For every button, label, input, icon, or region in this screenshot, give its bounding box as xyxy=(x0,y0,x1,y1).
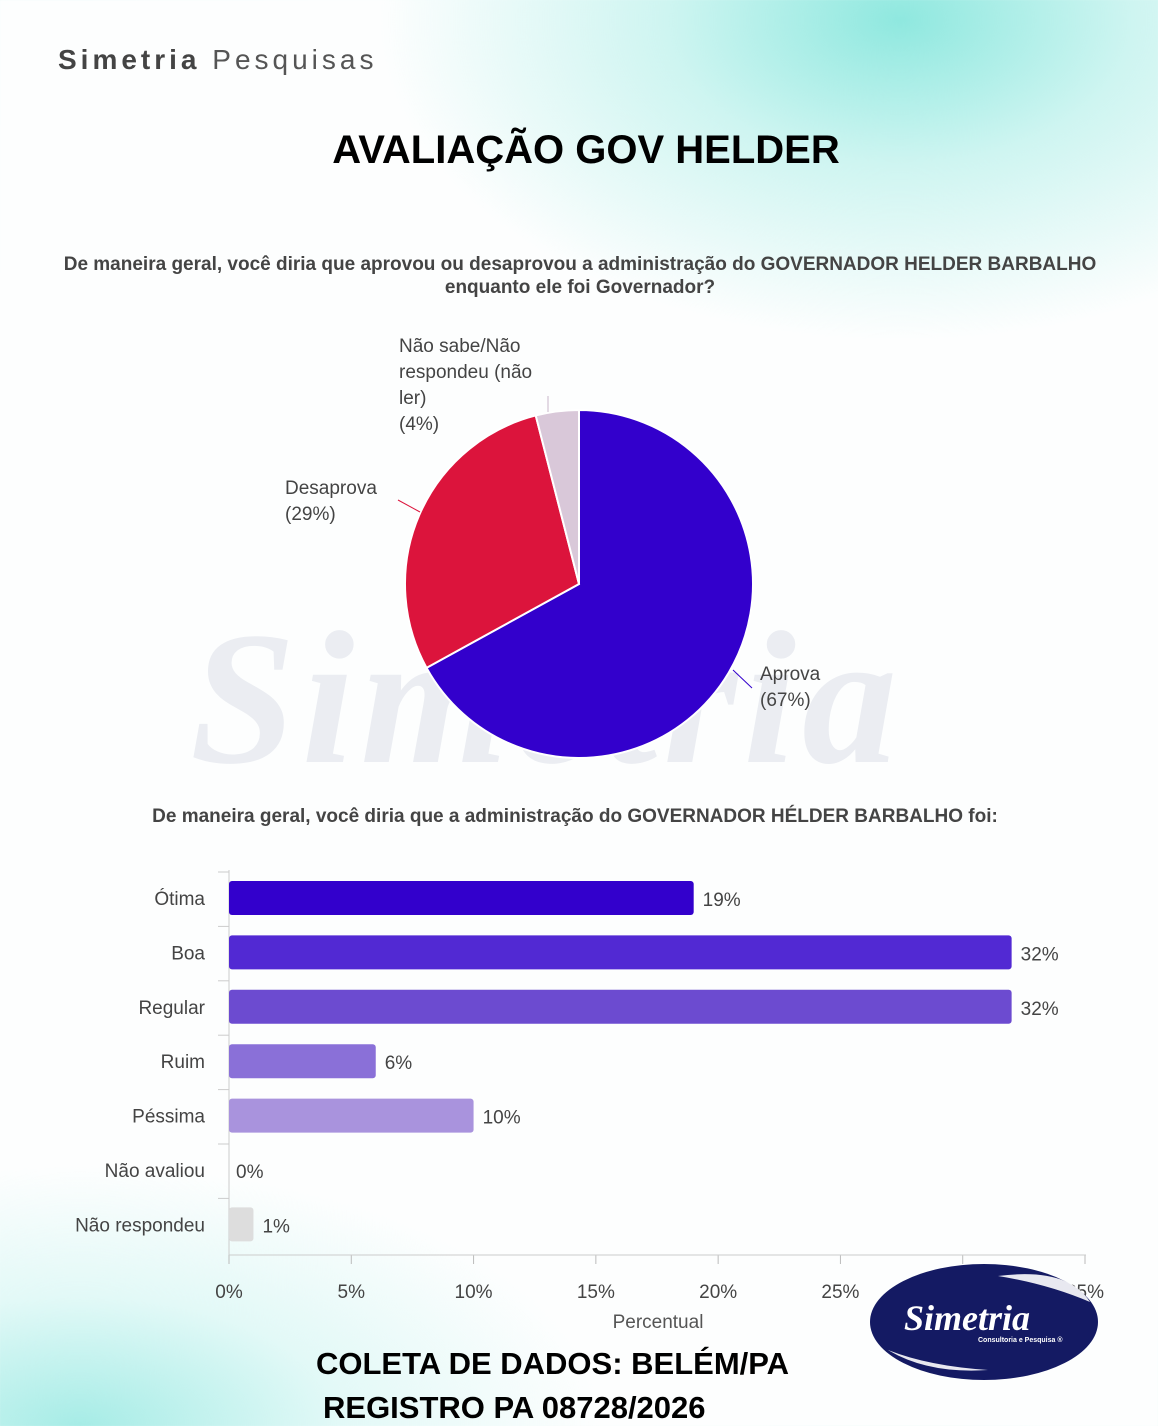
bar-value-label: 10% xyxy=(483,1108,521,1129)
pie-label-desaprova-value: (29%) xyxy=(285,504,336,525)
brand-name: Simetria xyxy=(58,44,201,75)
bar-category-label: Ótima xyxy=(154,888,205,910)
pie-label-desaprova-name: Desaprova xyxy=(285,478,377,499)
pie-chart-title: De maneira geral, você diria que aprovou… xyxy=(63,254,1097,298)
bar-0 xyxy=(229,881,694,915)
logo-subtext: Consultoria e Pesquisa ® xyxy=(978,1336,1063,1344)
bar-category-label: Boa xyxy=(171,943,205,964)
bar-4 xyxy=(229,1098,474,1133)
leader-aprova xyxy=(732,669,753,689)
bar-category-label: Péssima xyxy=(132,1107,205,1128)
pie-label-nao-sabe-value: (4%) xyxy=(399,414,440,435)
x-tick-label: 5% xyxy=(338,1282,366,1303)
pie-label-aprova-name: Aprova xyxy=(760,664,821,685)
bar-category-label: Não respondeu xyxy=(75,1215,205,1236)
x-tick-label: 10% xyxy=(455,1282,493,1303)
bar-2 xyxy=(229,989,1012,1024)
x-tick-label: 20% xyxy=(699,1282,737,1303)
page-title: AVALIAÇÃO GOV HELDER xyxy=(332,128,840,172)
bar-3 xyxy=(229,1044,376,1079)
pie-label-aprova-value: (67%) xyxy=(760,690,811,711)
bar-chart-title: De maneira geral, você diria que a admin… xyxy=(152,806,998,827)
bar-category-label: Não avaliou xyxy=(105,1161,205,1182)
bar-value-label: 6% xyxy=(385,1053,413,1074)
pie-label-nao-sabe: Não sabe/Não respondeu (não ler) (4%) xyxy=(399,334,559,438)
bar-1 xyxy=(229,935,1012,970)
x-axis-title: Percentual xyxy=(612,1312,704,1333)
footer-line-2: REGISTRO PA 08728/2026 xyxy=(323,1390,706,1425)
leader-desaprova xyxy=(397,499,421,513)
x-tick-label: 15% xyxy=(577,1282,615,1303)
pie-slice-2 xyxy=(534,408,580,585)
footer-line-1: COLETA DE DADOS: BELÉM/PA xyxy=(316,1346,790,1381)
bar-value-label: 19% xyxy=(703,890,741,911)
bar-category-label: Regular xyxy=(138,998,205,1019)
logo-text: Simetria xyxy=(904,1298,1030,1338)
bar-value-label: 32% xyxy=(1021,944,1059,965)
x-tick-label: 25% xyxy=(821,1282,859,1303)
bar-6 xyxy=(229,1207,254,1242)
brand-header: Simetria Pesquisas xyxy=(58,44,377,76)
pie-label-nao-sabe-name: Não sabe/Não respondeu (não ler) xyxy=(399,336,533,409)
x-tick-label: 0% xyxy=(215,1282,243,1303)
brand-sub: Pesquisas xyxy=(212,44,378,75)
pie-label-aprova: Aprova (67%) xyxy=(760,662,820,714)
pie-slice-1 xyxy=(404,414,581,670)
pie-label-desaprova: Desaprova (29%) xyxy=(285,476,377,528)
bar-value-label: 32% xyxy=(1021,999,1059,1020)
bar-value-label: 1% xyxy=(262,1216,290,1237)
pie-slice-0 xyxy=(425,408,754,759)
bar-category-label: Ruim xyxy=(161,1052,205,1073)
bar-value-label: 0% xyxy=(236,1162,264,1183)
simetria-logo: Simetria Consultoria e Pesquisa ® xyxy=(870,1264,1098,1380)
